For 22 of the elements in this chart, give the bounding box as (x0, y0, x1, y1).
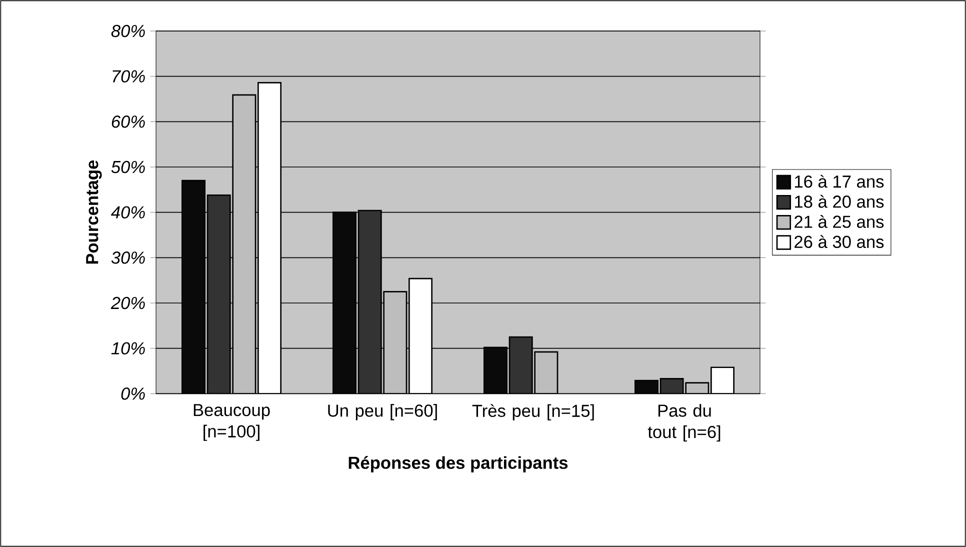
x-tick-label: Très peu [n=15] (472, 404, 594, 420)
bar (358, 210, 382, 394)
x-tick-label: Un peu [n=60] (328, 404, 437, 420)
y-tick-label: 0% (121, 388, 145, 400)
y-tick-label: 80% (111, 24, 145, 38)
y-tick-label: 10% (111, 342, 145, 354)
y-tick-label: 50% (111, 160, 145, 174)
y-tick-label: 40% (111, 206, 145, 218)
y-tick-label: 30% (111, 252, 145, 264)
legend-label: 16 à 17 ans (795, 174, 884, 188)
y-axis-title: Pourcentage (86, 160, 102, 264)
y-tick-label: 20% (110, 296, 145, 310)
x-axis-title: Réponses des participants (348, 456, 568, 472)
legend-label: 26 à 30 ans (794, 235, 884, 248)
bar (206, 194, 231, 394)
x-tick-label: Pas du tout [n=6] (648, 404, 720, 442)
legend-label: 18 à 20 ans (795, 194, 884, 208)
x-tick-label: Beaucoup [n=100] (194, 404, 270, 441)
y-tick-label: 70% (112, 70, 145, 82)
legend-label: 21 à 25 ans (794, 215, 884, 228)
y-tick-label: 60% (112, 116, 145, 128)
bar (508, 336, 533, 394)
